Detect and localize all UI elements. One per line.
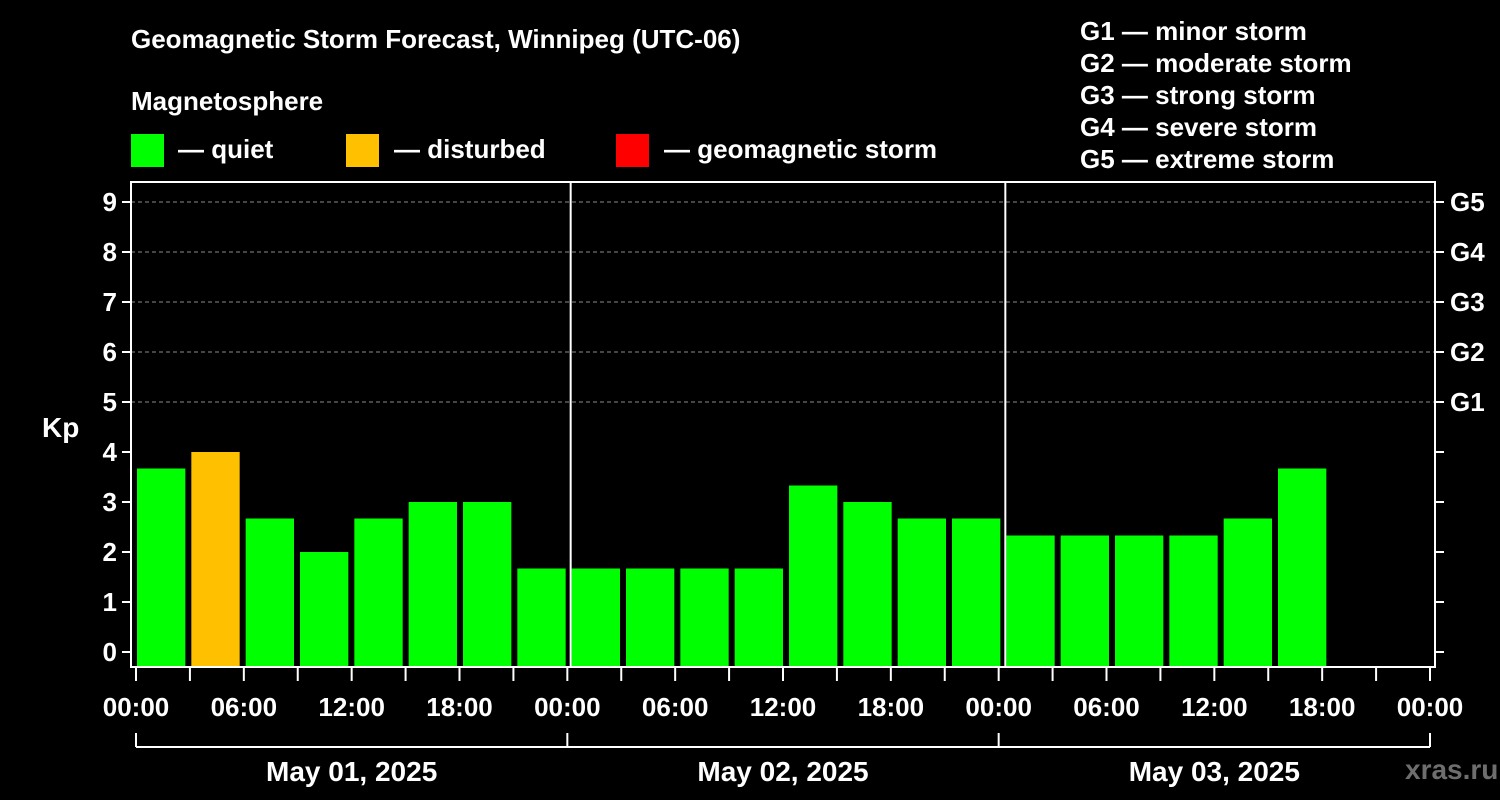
day-label: May 03, 2025: [1129, 756, 1300, 787]
legend-title: Magnetosphere: [131, 86, 324, 116]
kp-bar: [463, 502, 512, 667]
kp-bar: [952, 518, 1001, 667]
x-tick-label: 18:00: [858, 692, 925, 722]
legend-label-storm: — geomagnetic storm: [664, 134, 938, 164]
kp-bar: [734, 568, 783, 667]
chart-title: Geomagnetic Storm Forecast, Winnipeg (UT…: [131, 24, 741, 54]
x-tick-label: 12:00: [318, 692, 385, 722]
y-tick-label: 5: [103, 387, 117, 417]
storm-level-g5: G5 — extreme storm: [1080, 144, 1335, 174]
kp-bar: [789, 485, 838, 667]
kp-bar: [1006, 535, 1055, 667]
y-tick-label: 7: [103, 287, 117, 317]
legend-label-quiet: — quiet: [178, 134, 274, 164]
watermark: xras.ru: [1405, 754, 1499, 785]
kp-bar: [517, 568, 566, 667]
y-tick-label: 9: [103, 187, 117, 217]
kp-bar: [571, 568, 620, 667]
storm-level-g4: G4 — severe storm: [1080, 112, 1318, 142]
legend-label-disturbed: — disturbed: [394, 134, 546, 164]
kp-bar: [354, 518, 403, 667]
legend-swatch-storm: [616, 134, 649, 167]
g-level-label: G4: [1450, 237, 1485, 267]
x-tick-label: 00:00: [965, 692, 1032, 722]
kp-bar: [1060, 535, 1109, 667]
day-label: May 02, 2025: [697, 756, 868, 787]
storm-level-g2: G2 — moderate storm: [1080, 48, 1352, 78]
legend-swatch-quiet: [131, 134, 164, 167]
y-tick-label: 8: [103, 237, 117, 267]
storm-level-g3: G3 — strong storm: [1080, 80, 1316, 110]
g-level-label: G1: [1450, 387, 1485, 417]
y-tick-label: 2: [103, 537, 117, 567]
x-tick-label: 00:00: [534, 692, 601, 722]
kp-bar: [897, 518, 946, 667]
y-tick-label: 1: [103, 587, 117, 617]
kp-bar: [626, 568, 675, 667]
kp-bar: [843, 502, 892, 667]
g-level-label: G5: [1450, 187, 1485, 217]
y-tick-label: 6: [103, 337, 117, 367]
kp-bar: [1223, 518, 1272, 667]
y-axis-label: Kp: [42, 412, 79, 443]
y-tick-label: 3: [103, 487, 117, 517]
kp-bar: [245, 518, 294, 667]
x-tick-label: 12:00: [750, 692, 817, 722]
x-tick-label: 18:00: [426, 692, 493, 722]
g-level-label: G3: [1450, 287, 1485, 317]
x-tick-label: 18:00: [1289, 692, 1356, 722]
x-tick-label: 12:00: [1181, 692, 1248, 722]
x-tick-label: 06:00: [1073, 692, 1140, 722]
kp-bar: [300, 552, 349, 667]
kp-bar: [191, 452, 240, 667]
x-tick-label: 00:00: [103, 692, 170, 722]
g-level-label: G2: [1450, 337, 1485, 367]
kp-bar: [680, 568, 729, 667]
kp-bar: [137, 468, 186, 667]
y-tick-label: 4: [103, 437, 118, 467]
kp-bar: [1115, 535, 1164, 667]
day-label: May 01, 2025: [266, 756, 437, 787]
x-tick-label: 06:00: [211, 692, 278, 722]
kp-bar: [1278, 468, 1327, 667]
y-tick-label: 0: [103, 637, 117, 667]
kp-bar: [408, 502, 457, 667]
kp-bar: [1169, 535, 1218, 667]
legend-swatch-disturbed: [346, 134, 379, 167]
x-tick-label: 06:00: [642, 692, 709, 722]
storm-level-g1: G1 — minor storm: [1080, 16, 1307, 46]
x-tick-label: 00:00: [1397, 692, 1464, 722]
